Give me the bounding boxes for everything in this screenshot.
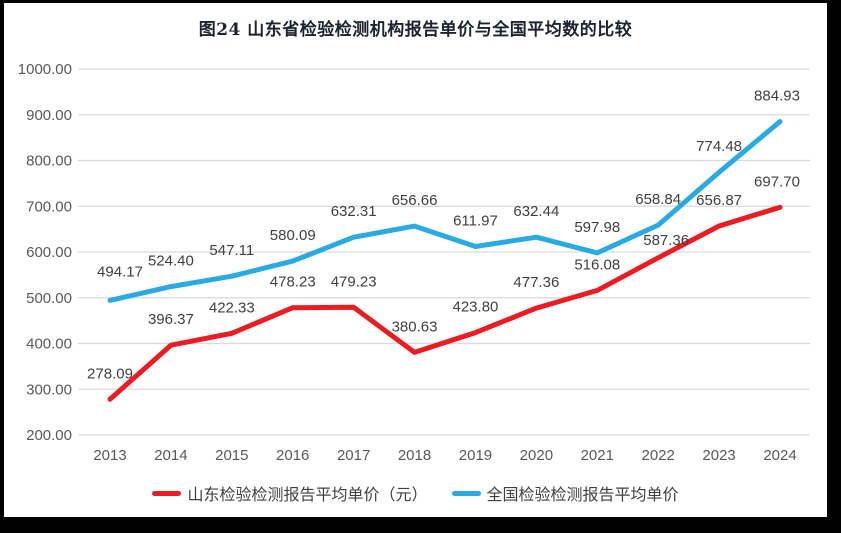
data-label: 278.09 — [87, 365, 133, 382]
x-tick-label: 2020 — [520, 447, 553, 464]
x-tick-label: 2014 — [154, 447, 187, 464]
data-label: 697.70 — [754, 173, 800, 190]
data-label: 656.66 — [392, 192, 438, 209]
data-label: 423.80 — [453, 299, 499, 316]
data-label: 477.36 — [513, 274, 559, 291]
data-label: 380.63 — [392, 318, 438, 335]
line-chart-plot: 200.00 300.00 400.00 500.00 600.00 700.00 800.… — [18, 61, 810, 464]
data-label: 658.84 — [635, 191, 681, 208]
x-tick-label: 2018 — [398, 447, 431, 464]
data-label: 611.97 — [453, 213, 498, 230]
data-label: 516.08 — [574, 256, 620, 273]
y-tick-label: 300.00 — [26, 381, 72, 398]
data-label: 774.48 — [696, 138, 742, 155]
y-tick-label: 1000.00 — [18, 61, 72, 78]
y-tick-label: 500.00 — [26, 290, 72, 307]
data-label: 884.93 — [754, 88, 800, 105]
x-tick-label: 2013 — [93, 447, 126, 464]
data-label: 632.44 — [513, 203, 559, 220]
y-tick-label: 800.00 — [26, 153, 72, 170]
y-tick-label: 700.00 — [26, 198, 72, 215]
data-label: 478.23 — [270, 274, 316, 291]
x-tick-label: 2019 — [459, 447, 492, 464]
data-label: 597.98 — [574, 219, 620, 236]
y-tick-label: 200.00 — [26, 427, 72, 444]
chart-canvas: 图24 山东省检验检测机构报告单价与全国平均数的比较 200.00 300.00 4… — [4, 3, 827, 517]
data-label: 396.37 — [148, 311, 194, 328]
data-label: 422.33 — [209, 299, 255, 316]
data-label: 656.87 — [696, 192, 742, 209]
legend-line-shandong-icon — [152, 490, 182, 496]
chart-legend: 山东检验检测报告平均单价（元） 全国检验检测报告平均单价 — [4, 481, 827, 505]
x-tick-label: 2024 — [763, 447, 796, 464]
legend-line-national-icon — [451, 490, 481, 496]
data-label: 587.36 — [643, 232, 689, 249]
x-tick-label: 2023 — [702, 447, 735, 464]
series-line-shandong — [107, 204, 783, 402]
data-label: 524.40 — [148, 253, 194, 270]
x-tick-label: 2021 — [581, 447, 614, 464]
data-label: 494.17 — [97, 263, 143, 280]
data-label: 547.11 — [209, 242, 254, 259]
series-line-national — [107, 119, 783, 303]
x-tick-label: 2016 — [276, 447, 309, 464]
x-tick-label: 2022 — [641, 447, 674, 464]
legend-label-shandong: 山东检验检测报告平均单价（元） — [187, 487, 428, 504]
data-label: 580.09 — [270, 227, 316, 244]
data-label: 632.31 — [331, 203, 377, 220]
x-tick-label: 2017 — [337, 447, 370, 464]
data-label: 479.23 — [331, 273, 377, 290]
y-tick-label: 900.00 — [26, 107, 72, 124]
y-tick-label: 400.00 — [26, 336, 72, 353]
chart-title: 图24 山东省检验检测机构报告单价与全国平均数的比较 — [198, 20, 633, 40]
legend-label-national: 全国检验检测报告平均单价 — [486, 487, 679, 504]
y-tick-label: 600.00 — [26, 244, 72, 261]
x-tick-label: 2015 — [215, 447, 248, 464]
